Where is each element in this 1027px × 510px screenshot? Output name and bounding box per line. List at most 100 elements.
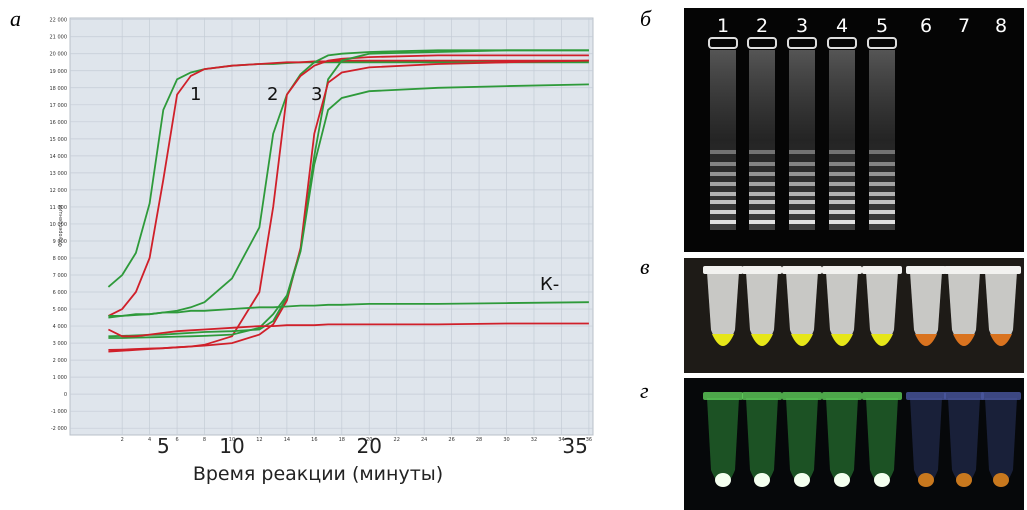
x-tick-label: 20: [366, 437, 372, 443]
tube-liquid: [915, 334, 937, 346]
y-tick-label: -1 000: [51, 409, 67, 415]
gel-band: [789, 200, 815, 204]
tube-cap: [981, 266, 1021, 274]
series-line: [108, 49, 589, 339]
gel-band: [749, 210, 775, 214]
curve-label: 2: [267, 84, 278, 105]
x-tick-label: 2: [121, 437, 124, 443]
tube: [910, 272, 942, 345]
tube-glow: [948, 398, 980, 485]
panel-label: б: [640, 6, 652, 31]
y-tick-label: -2 000: [51, 426, 67, 432]
gel-band: [789, 210, 815, 214]
gel-band: [869, 220, 895, 224]
y-tick-label: 16 000: [50, 120, 68, 126]
gel-band: [749, 192, 775, 196]
lane-label: 5: [876, 15, 888, 37]
y-tick-label: 6 000: [53, 290, 67, 296]
gel-band: [869, 210, 895, 214]
gel-band: [710, 172, 736, 176]
curve-label: К-: [540, 274, 559, 295]
gel-band: [789, 192, 815, 196]
gel-band: [789, 182, 815, 186]
gel-band: [749, 150, 775, 154]
y-tick-label: 4 000: [53, 324, 67, 330]
tube-cap: [782, 266, 822, 274]
panel-label: а: [10, 6, 21, 31]
x-tick-label: 22: [394, 437, 400, 443]
gel-band: [829, 192, 855, 196]
y-tick-label: 5 000: [53, 307, 67, 313]
lane-label: 8: [995, 15, 1007, 37]
tube-glow: [910, 398, 942, 485]
tube-glow-cap: [906, 392, 946, 400]
gel-well: [747, 37, 777, 49]
tube-cap: [944, 266, 984, 274]
y-tick-label: 3 000: [53, 341, 67, 347]
minute-label: 35: [562, 434, 587, 458]
gel-band: [710, 210, 736, 214]
y-tick-label: 2 000: [53, 358, 67, 364]
gel-band: [710, 182, 736, 186]
tube-glow-cap: [703, 392, 743, 400]
tube-glow-liquid: [874, 473, 890, 487]
x-tick-label: 36: [586, 437, 592, 443]
tube-glow: [866, 398, 898, 485]
tube-glow-liquid: [834, 473, 850, 487]
gel-band: [710, 150, 736, 154]
gel-band: [869, 172, 895, 176]
lane-label: 4: [836, 15, 848, 37]
tube-glow-cap: [981, 392, 1021, 400]
tube: [786, 272, 818, 345]
x-tick-label: 18: [339, 437, 345, 443]
tube-glow-cap: [782, 392, 822, 400]
lane-label: 7: [958, 15, 970, 37]
gel-band: [710, 220, 736, 224]
tube: [746, 272, 778, 345]
minute-label: 20: [357, 434, 382, 458]
tube-glow: [786, 398, 818, 485]
gel-band: [869, 150, 895, 154]
gel-band: [829, 172, 855, 176]
minute-label: 10: [219, 434, 244, 458]
tube-glow-cap: [822, 392, 862, 400]
y-tick-label: 19 000: [50, 69, 68, 75]
y-tick-label: 10 000: [50, 222, 68, 228]
tube-liquid: [791, 334, 813, 346]
tube-cap: [742, 266, 782, 274]
gel-well: [787, 37, 817, 49]
x-tick-label: 32: [531, 437, 537, 443]
tube-glow-liquid: [918, 473, 934, 487]
gel-band: [789, 150, 815, 154]
gel-band: [829, 150, 855, 154]
gel-band: [869, 192, 895, 196]
x-tick-label: 28: [476, 437, 482, 443]
y-tick-label: 12 000: [50, 188, 68, 194]
series-line: [108, 59, 589, 351]
y-tick-label: 15 000: [50, 137, 68, 143]
y-tick-label: 0: [64, 392, 67, 398]
series-line: [108, 322, 589, 338]
lane-label: 3: [796, 15, 808, 37]
tube-cap: [703, 266, 743, 274]
panel-label: в: [640, 254, 650, 279]
gel-band: [789, 162, 815, 166]
curve-label: 3: [311, 84, 322, 105]
gel-band: [749, 220, 775, 224]
y-tick-label: 11 000: [50, 205, 68, 211]
gel-band: [869, 182, 895, 186]
gel-band: [869, 162, 895, 166]
tube-liquid: [953, 334, 975, 346]
gel-band: [710, 200, 736, 204]
tube: [866, 272, 898, 345]
tube-glow-cap: [944, 392, 984, 400]
y-tick-label: 9 000: [53, 239, 67, 245]
gel-band: [789, 172, 815, 176]
x-tick-label: 8: [203, 437, 206, 443]
gel-band: [829, 200, 855, 204]
x-tick-label: 10: [229, 437, 235, 443]
gel-band: [749, 162, 775, 166]
tube-cap: [862, 266, 902, 274]
tube: [826, 272, 858, 345]
curve-label: 1: [190, 84, 201, 105]
